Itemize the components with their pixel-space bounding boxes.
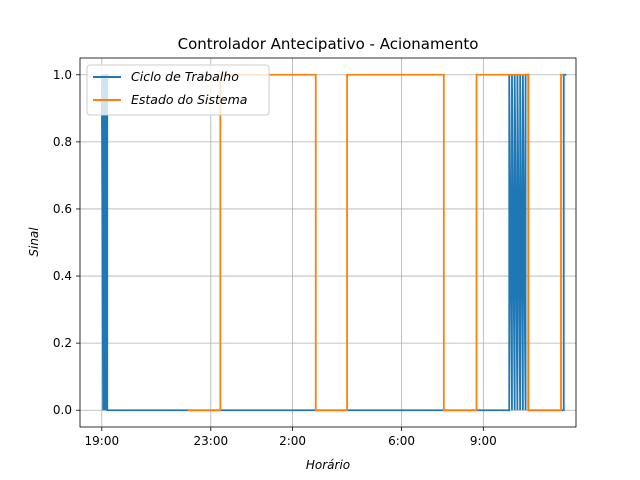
y-tick-label: 0.4 (53, 269, 72, 283)
legend-box (86, 64, 270, 116)
plot-frame (79, 57, 577, 428)
y-tick-label: 0.6 (53, 202, 72, 216)
x-tick-label: 2:00 (279, 434, 306, 448)
y-tick-label: 0.8 (53, 135, 72, 149)
y-tick-label: 0.0 (53, 403, 72, 417)
x-tick-label: 9:00 (470, 434, 497, 448)
x-tick-label: 6:00 (388, 434, 415, 448)
legend-label-ciclo: Ciclo de Trabalho (131, 69, 239, 84)
y-tick-label: 0.2 (53, 336, 72, 350)
x-tick-label: 19:00 (85, 434, 120, 448)
legend: Ciclo de Trabalho Estado do Sistema (86, 64, 270, 116)
chart-title: Controlador Antecipativo - Acionamento (178, 35, 479, 53)
y-tick-label: 1.0 (53, 68, 72, 82)
y-axis-label: Sinal (27, 227, 41, 257)
axis-ticks: 19:00 23:00 2:00 6:00 9:00 0.0 0.2 0.4 0.6 0.8 1.0 (53, 68, 497, 448)
x-axis-label: Horário (306, 458, 350, 472)
x-tick-label: 23:00 (194, 434, 229, 448)
legend-label-estado: Estado do Sistema (131, 92, 247, 107)
